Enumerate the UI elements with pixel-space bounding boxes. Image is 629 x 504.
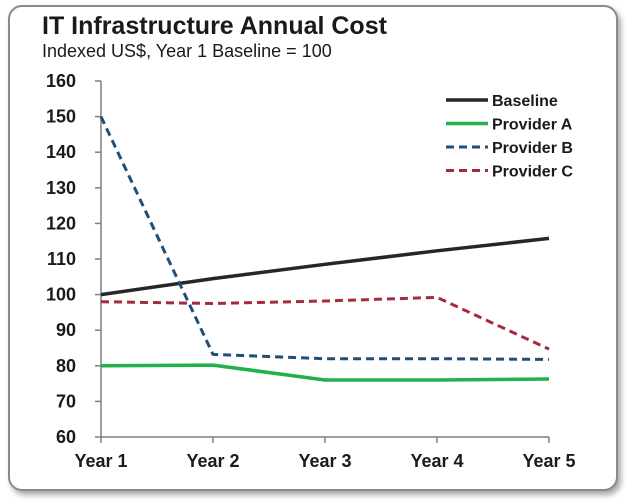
y-tick-label: 150 <box>46 107 76 127</box>
chart-card <box>8 5 618 491</box>
y-tick-label: 130 <box>46 178 76 198</box>
y-tick-label: 70 <box>56 391 76 411</box>
y-tick-label: 110 <box>47 249 76 269</box>
y-tick-label: 160 <box>46 71 76 91</box>
y-tick-label: 100 <box>46 285 76 305</box>
y-tick-label: 140 <box>46 142 76 162</box>
series-line-provider-c <box>100 295 550 351</box>
chart-title: IT Infrastructure Annual Cost <box>42 12 387 40</box>
chart-legend: Baseline Provider A Provider B Provider C <box>446 93 573 181</box>
series-line-provider-a <box>100 363 550 382</box>
series-line-baseline <box>100 236 550 297</box>
x-tick-label: Year 5 <box>522 451 575 471</box>
series-line-provider-b <box>99 115 550 361</box>
x-tick-label: Year 1 <box>74 451 127 471</box>
series-layer <box>99 115 550 382</box>
legend-label-provider-b: Provider B <box>492 140 573 157</box>
chart-subtitle: Indexed US$, Year 1 Baseline = 100 <box>42 41 332 61</box>
y-tick-label: 90 <box>56 320 76 340</box>
y-tick-label: 80 <box>56 356 76 376</box>
x-tick-label: Year 4 <box>410 451 463 471</box>
legend-label-provider-c: Provider C <box>492 164 573 181</box>
legend-label-provider-a: Provider A <box>492 117 573 134</box>
legend-label-baseline: Baseline <box>492 93 558 110</box>
chart-axes: 60 70 80 90 100 110 120 130 140 150 160 Year 1 Year … <box>46 71 576 471</box>
x-tick-label: Year 2 <box>186 451 239 471</box>
x-tick-label: Year 3 <box>298 451 351 471</box>
y-tick-label: 120 <box>46 213 76 233</box>
y-tick-label: 60 <box>56 427 76 447</box>
